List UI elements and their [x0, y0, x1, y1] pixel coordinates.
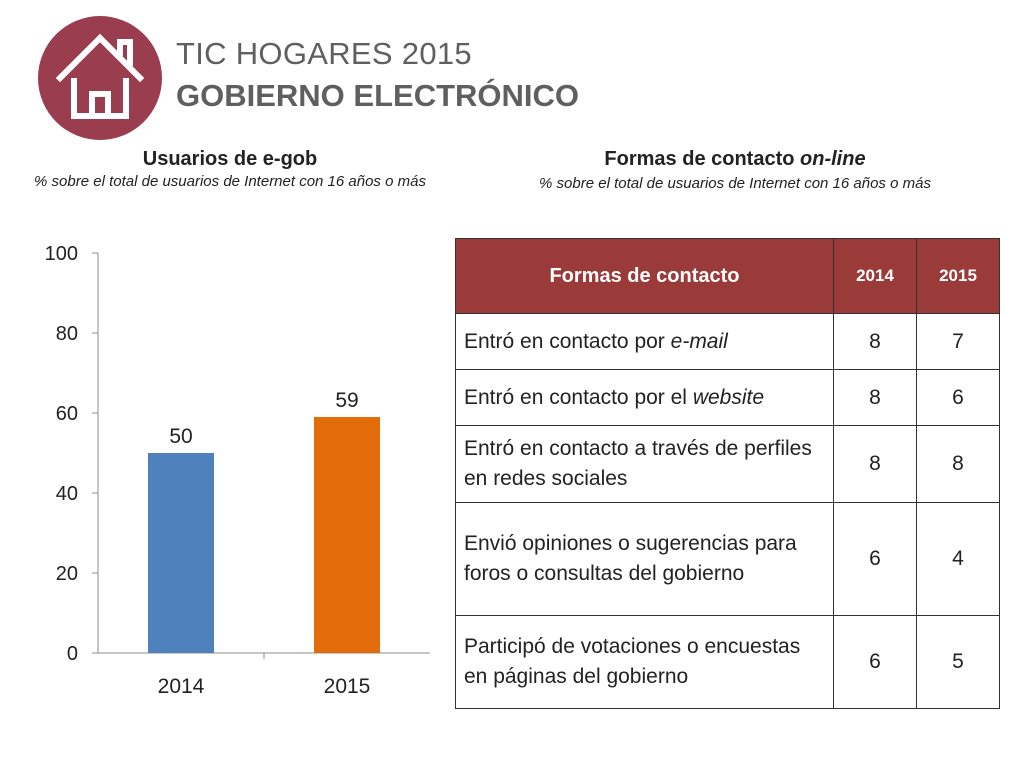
- table-heading-block: Formas de contacto on-line % sobre el to…: [440, 148, 1024, 192]
- cell-2014: 6: [833, 615, 917, 709]
- chart-heading-block: Usuarios de e-gob % sobre el total de us…: [20, 148, 440, 191]
- row-label-text: Envió opiniones o sugerencias para foros…: [464, 532, 797, 585]
- table-row: Participó de votaciones o encuestas en p…: [455, 615, 1000, 709]
- table-row: Envió opiniones o sugerencias para foros…: [455, 502, 1000, 616]
- column-header-forms: Formas de contacto: [455, 238, 834, 314]
- y-tick-label: 60: [56, 403, 78, 425]
- y-tick-label: 20: [56, 563, 78, 585]
- cell-2015: 6: [916, 369, 1000, 426]
- page-title-line1: TIC HOGARES 2015: [176, 36, 472, 71]
- data-label: 50: [169, 425, 192, 448]
- chart-subheading: % sobre el total de usuarios de Internet…: [34, 173, 426, 190]
- table-row: Entró en contacto a través de perfiles e…: [455, 425, 1000, 503]
- house-icon: [55, 33, 145, 119]
- y-tick-label: 80: [56, 323, 78, 345]
- bar-2014: [148, 453, 214, 653]
- table-heading: Formas de contacto on-line: [440, 148, 1024, 171]
- bar-chart: 0 20 40 60 80 100 50 2014 59 2015: [45, 243, 430, 698]
- table-header-row: Formas de contacto 2014 2015: [455, 238, 1000, 314]
- cell-2014: 8: [833, 369, 917, 426]
- data-label: 59: [335, 389, 358, 412]
- y-tick-label: 40: [56, 483, 78, 505]
- row-label-text: Participó de votaciones o encuestas en p…: [464, 635, 801, 688]
- row-label-text: Entró en contacto por el: [464, 385, 693, 409]
- row-label: Entró en contacto a través de perfiles e…: [455, 425, 834, 503]
- table-heading-italic: on-line: [800, 148, 866, 170]
- table-row: Entró en contacto por e-mail 8 7: [455, 313, 1000, 370]
- column-header-2015: 2015: [916, 238, 1000, 314]
- row-label: Envió opiniones o sugerencias para foros…: [455, 502, 834, 616]
- row-label-text: Entró en contacto a través de perfiles e…: [464, 437, 812, 490]
- row-label-italic: e-mail: [670, 329, 728, 353]
- cell-2014: 8: [833, 425, 917, 503]
- x-tick-label: 2014: [158, 675, 205, 698]
- logo: [38, 16, 162, 140]
- row-label: Entró en contacto por e-mail: [455, 313, 834, 370]
- table-subheading: % sobre el total de usuarios de Internet…: [539, 175, 931, 192]
- row-label-text: Entró en contacto por: [464, 329, 671, 353]
- cell-2014: 8: [833, 313, 917, 370]
- column-header-2014: 2014: [833, 238, 917, 314]
- cell-2015: 4: [916, 502, 1000, 616]
- table-heading-text: Formas de contacto: [604, 148, 801, 170]
- row-label: Participó de votaciones o encuestas en p…: [455, 615, 834, 709]
- y-tick-label: 0: [67, 643, 78, 665]
- y-tick-label: 100: [45, 243, 78, 265]
- chart-heading: Usuarios de e-gob: [142, 148, 318, 170]
- row-label: Entró en contacto por el website: [455, 369, 834, 426]
- cell-2015: 7: [916, 313, 1000, 370]
- x-tick-label: 2015: [324, 675, 371, 698]
- bar-2015: [314, 417, 380, 653]
- contact-table: Formas de contacto 2014 2015 Entró en co…: [455, 238, 1000, 709]
- table-row: Entró en contacto por el website 8 6: [455, 369, 1000, 426]
- row-label-italic: website: [692, 385, 765, 409]
- page-title-line2: GOBIERNO ELECTRÓNICO: [176, 78, 580, 113]
- cell-2014: 6: [833, 502, 917, 616]
- cell-2015: 8: [916, 425, 1000, 503]
- cell-2015: 5: [916, 615, 1000, 709]
